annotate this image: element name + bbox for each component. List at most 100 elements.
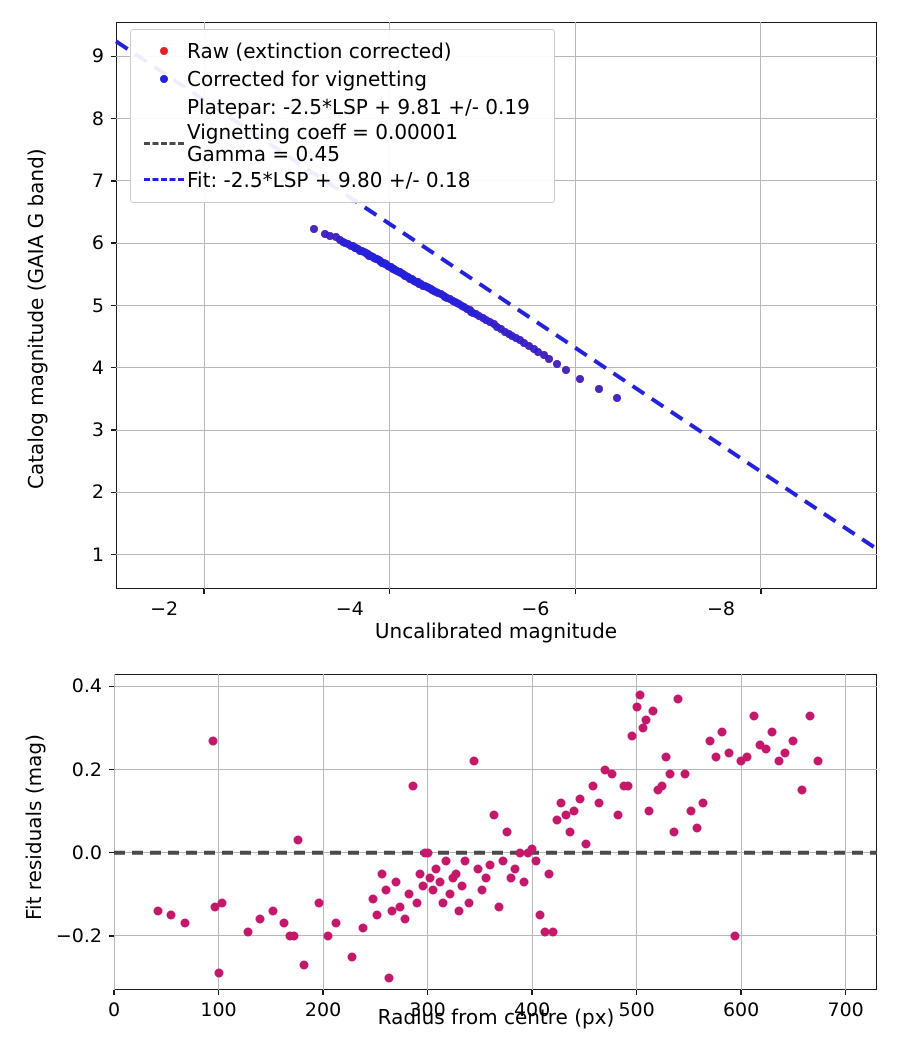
legend-item: Fit: -2.5*LSP + 9.80 +/- 0.18 <box>141 166 542 194</box>
residual-data-point <box>767 727 777 737</box>
legend-item-label: Corrected for vignetting <box>187 66 427 91</box>
residual-data-point <box>552 815 562 825</box>
residual-data-point <box>548 927 558 937</box>
x-axis-tick <box>389 589 391 594</box>
residual-data-point <box>535 910 545 920</box>
corrected-data-point <box>326 231 335 240</box>
x-axis-tick-label: 600 <box>722 999 760 1021</box>
corrected-data-point <box>309 225 318 234</box>
residual-data-point <box>644 806 654 816</box>
residual-data-point <box>515 848 525 858</box>
x-axis-tick-label: 400 <box>513 999 551 1021</box>
residual-data-point <box>415 869 425 879</box>
grid-line-vertical <box>218 674 220 990</box>
y-axis-tick <box>111 491 116 494</box>
residual-data-point <box>594 798 604 808</box>
y-axis-tick-label: −0.2 <box>55 924 102 947</box>
residual-data-point <box>498 856 508 866</box>
x-axis-tick-label: 500 <box>618 999 655 1021</box>
residual-data-point <box>648 706 658 716</box>
residual-data-point <box>635 690 645 700</box>
residual-data-point <box>657 781 667 791</box>
residual-data-point <box>331 918 341 928</box>
y-axis-tick <box>111 304 116 307</box>
x-axis-tick-label: −8 <box>706 598 735 620</box>
residual-data-point <box>473 864 483 874</box>
residual-data-point <box>381 885 391 895</box>
grid-line-vertical <box>322 674 324 990</box>
grid-line-horizontal <box>114 769 877 771</box>
residual-data-point <box>372 910 382 920</box>
legend-dash-platepar-icon <box>144 141 184 145</box>
y-axis-tick <box>111 55 116 57</box>
residual-data-point <box>717 727 727 737</box>
y-axis-tick <box>111 554 116 556</box>
legend-item: Platepar: -2.5*LSP + 9.81 +/- 0.19 <box>141 93 542 121</box>
y-axis-tick-label: 7 <box>91 169 104 192</box>
x-axis-tick <box>203 589 205 594</box>
residual-data-point <box>755 740 765 750</box>
residual-data-point <box>180 918 190 928</box>
residual-data-point <box>347 952 357 962</box>
residual-data-point <box>686 806 696 816</box>
legend-item-label: Fit: -2.5*LSP + 9.80 +/- 0.18 <box>187 167 471 192</box>
residual-data-point <box>451 869 461 879</box>
fit-line <box>114 39 879 551</box>
residual-data-point <box>724 748 734 758</box>
residual-data-point <box>613 810 623 820</box>
residual-data-point <box>607 769 617 779</box>
y-axis-tick <box>109 935 114 937</box>
x-axis-tick-label: 200 <box>304 999 342 1021</box>
corrected-data-point <box>524 342 533 350</box>
x-axis-tick <box>531 990 533 995</box>
residual-data-point <box>510 864 520 874</box>
residual-data-point <box>581 839 591 849</box>
residual-data-point <box>523 848 533 858</box>
residual-data-point <box>395 902 405 912</box>
x-axis-tick-label: 0 <box>107 999 121 1021</box>
residual-data-point <box>323 931 333 941</box>
legend-item-label: Vignetting coeff = 0.00001 Gamma = 0.45 <box>187 120 458 167</box>
residual-data-point <box>761 744 771 754</box>
top-x-axis-label: Uncalibrated magnitude <box>374 619 618 643</box>
residual-data-point <box>661 752 671 762</box>
residual-data-point <box>742 752 752 762</box>
legend-key-raw <box>141 47 187 55</box>
grid-line-horizontal <box>116 242 877 244</box>
residual-data-point <box>705 736 715 746</box>
corrected-data-point <box>552 360 561 369</box>
residual-data-point <box>569 806 579 816</box>
legend-item: Vignetting coeff = 0.00001 Gamma = 0.45 <box>141 121 542 166</box>
grid-line-vertical <box>636 674 638 990</box>
y-axis-tick-label: 3 <box>91 419 104 442</box>
residual-data-point <box>692 823 702 833</box>
legend-item-label: Raw (extinction corrected) <box>187 38 452 63</box>
grid-line-vertical <box>760 22 762 589</box>
residual-data-point <box>653 785 662 795</box>
fit-residuals-panel: 0.4 0.2 0.0 −0.2 0 100 200 300 400 500 600 700 Radi… <box>0 650 900 1050</box>
legend-key-corrected <box>141 75 187 83</box>
residual-data-point <box>210 902 220 912</box>
residual-data-point <box>431 864 441 874</box>
residual-data-point <box>730 931 740 941</box>
zero-residual-line <box>114 850 877 855</box>
residual-data-point <box>368 894 378 904</box>
residual-data-point <box>519 877 529 887</box>
legend-item: Raw (extinction corrected) <box>141 37 542 65</box>
corrected-data-point <box>562 366 571 375</box>
y-axis-tick-label: 4 <box>91 356 104 379</box>
grid-line-horizontal <box>114 935 877 937</box>
legend-marker-corrected-icon <box>160 75 168 83</box>
grid-line-vertical <box>740 674 742 990</box>
residual-data-point <box>665 769 675 779</box>
residual-data-point <box>527 844 537 854</box>
corrected-data-point <box>594 384 603 393</box>
corrected-data-point <box>539 351 548 360</box>
residual-data-point <box>377 869 387 879</box>
y-axis-tick <box>111 429 116 431</box>
y-axis-tick <box>111 117 116 120</box>
residual-data-point <box>632 702 642 712</box>
legend-dash-fit-icon <box>144 178 184 182</box>
x-axis-tick <box>740 990 742 995</box>
bottom-x-axis-label: Radius from centre (px) <box>377 1005 615 1029</box>
